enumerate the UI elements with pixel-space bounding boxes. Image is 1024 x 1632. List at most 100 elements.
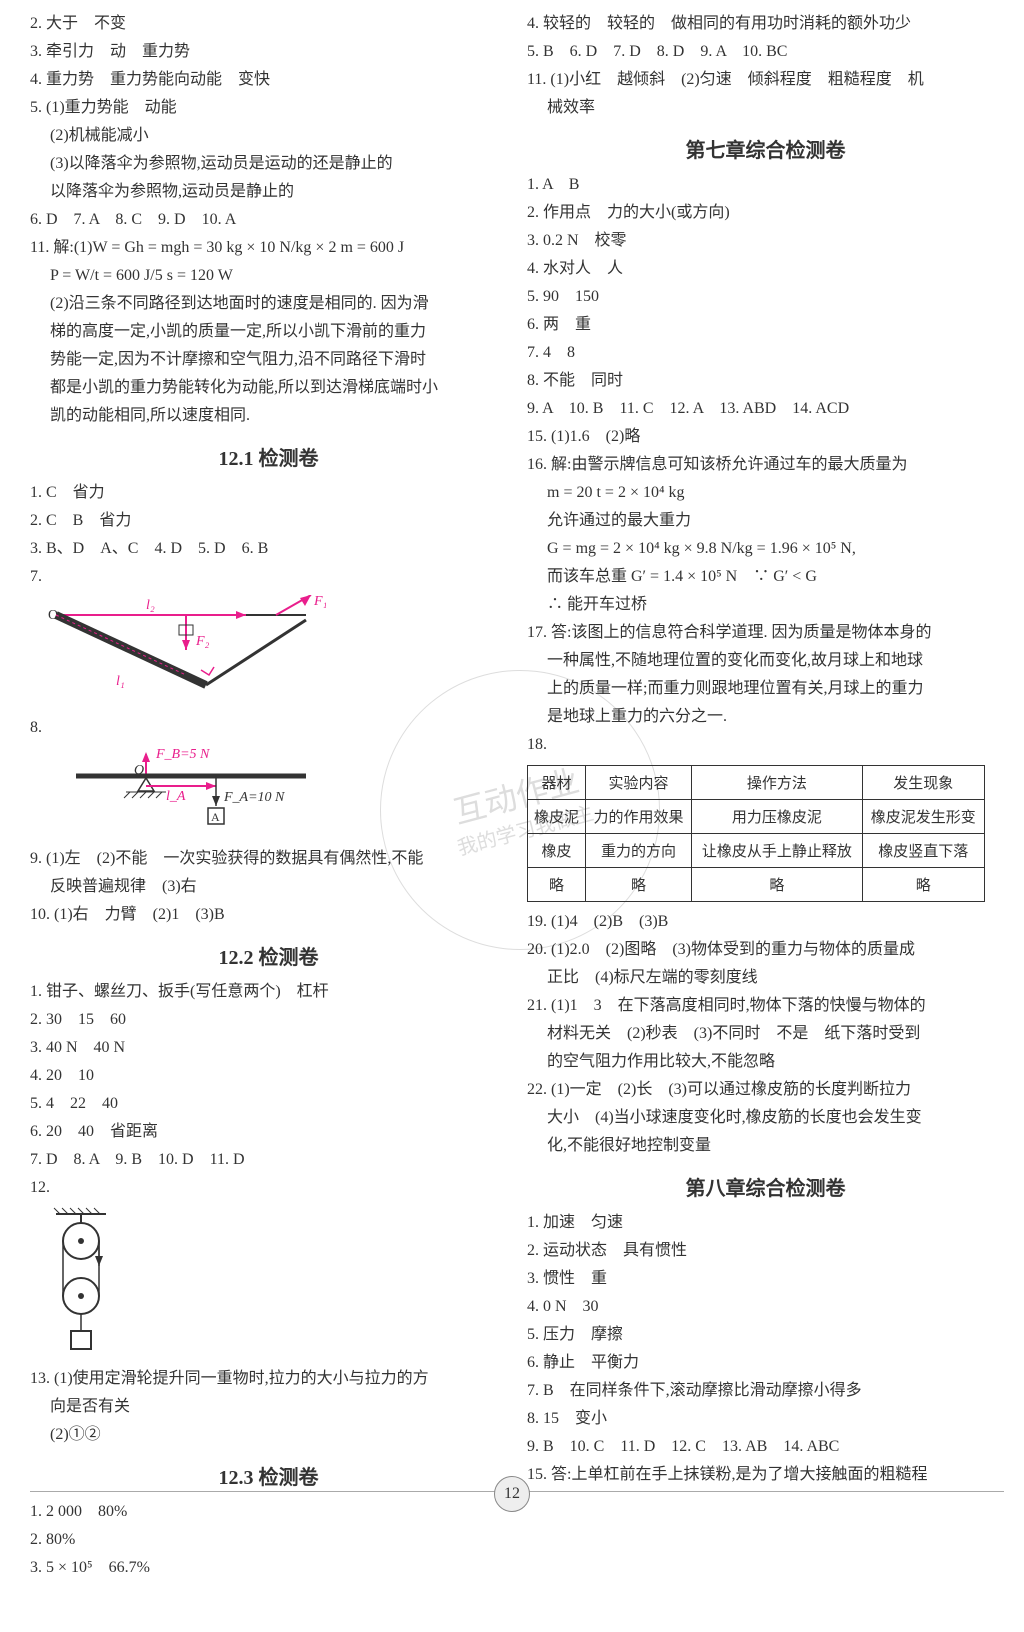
text-line: 7. 4 8: [527, 339, 1004, 367]
text-line: 4. 重力势 重力势能向动能 变快: [30, 66, 507, 94]
text-line: 11. 解:(1)W = Gh = mgh = 30 kg × 10 N/kg …: [30, 234, 507, 262]
text-line: 2. C B 省力: [30, 507, 507, 535]
text-line: 19. (1)4 (2)B (3)B: [527, 908, 1004, 936]
text-line: 17. 答:该图上的信息符合科学道理. 因为质量是物体本身的: [527, 619, 1004, 647]
text-line: 6. 静止 平衡力: [527, 1349, 1004, 1377]
label-FA: F_A=10 N: [223, 790, 285, 805]
table-cell: 略: [692, 868, 863, 902]
right-column: 4. 较轻的 较轻的 做相同的有用功时消耗的额外功少 5. B 6. D 7. …: [527, 10, 1004, 1582]
section-title-12-1: 12.1 检测卷: [30, 442, 507, 471]
table-cell: 重力的方向: [585, 834, 691, 868]
text-line: 3. 40 N 40 N: [30, 1034, 507, 1062]
diagram-12: [46, 1206, 507, 1361]
table-cell: 略: [862, 868, 984, 902]
text-line: 材料无关 (2)秒表 (3)不同时 不是 纸下落时受到: [527, 1020, 1004, 1048]
text-line: 18.: [527, 731, 1004, 759]
text-line: 3. 5 × 10⁵ 66.7%: [30, 1554, 507, 1582]
text-line: 12.: [30, 1174, 507, 1202]
text-line: 6. 两 重: [527, 311, 1004, 339]
label-F2: F₂: [195, 634, 210, 649]
text-line: 4. 较轻的 较轻的 做相同的有用功时消耗的额外功少: [527, 10, 1004, 38]
text-line: 16. 解:由警示牌信息可知该桥允许通过车的最大质量为: [527, 451, 1004, 479]
text-line: (2)①②: [30, 1421, 507, 1449]
text-line: 势能一定,因为不计摩擦和空气阻力,沿不同路径下滑时: [30, 346, 507, 374]
text-line: 是地球上重力的六分之一.: [527, 703, 1004, 731]
text-line: 3. 0.2 N 校零: [527, 227, 1004, 255]
text-line: (3)以降落伞为参照物,运动员是运动的还是静止的: [30, 150, 507, 178]
text-line: 3. B、D A、C 4. D 5. D 6. B: [30, 535, 507, 563]
label-l1: l₁: [116, 674, 125, 689]
text-line: 2. 作用点 力的大小(或方向): [527, 199, 1004, 227]
text-line: 反映普遍规律 (3)右: [30, 873, 507, 901]
text-line: 5. 90 150: [527, 283, 1004, 311]
text-line: P = W/t = 600 J/5 s = 120 W: [30, 262, 507, 290]
table-row: 橡皮 重力的方向 让橡皮从手上静止释放 橡皮竖直下落: [528, 834, 985, 868]
table-18: 器材 实验内容 操作方法 发生现象 橡皮泥 力的作用效果 用力压橡皮泥 橡皮泥发…: [527, 765, 985, 902]
table-cell: 用力压橡皮泥: [692, 800, 863, 834]
table-cell: 让橡皮从手上静止释放: [692, 834, 863, 868]
text-line: 7.: [30, 563, 507, 591]
text-line: 化,不能很好地控制变量: [527, 1132, 1004, 1160]
label-FB: F_B=5 N: [155, 747, 210, 762]
label-l2: l₂: [146, 598, 155, 613]
text-line: 13. (1)使用定滑轮提升同一重物时,拉力的大小与拉力的方: [30, 1365, 507, 1393]
label-O: O: [134, 763, 144, 778]
text-line: 2. 大于 不变: [30, 10, 507, 38]
text-line: 22. (1)一定 (2)长 (3)可以通过橡皮筋的长度判断拉力: [527, 1076, 1004, 1104]
text-line: 11. (1)小红 越倾斜 (2)匀速 倾斜程度 粗糙程度 机: [527, 66, 1004, 94]
text-line: (2)沿三条不同路径到达地面时的速度是相同的. 因为滑: [30, 290, 507, 318]
text-line: 20. (1)2.0 (2)图略 (3)物体受到的重力与物体的质量成: [527, 936, 1004, 964]
table-cell: 橡皮竖直下落: [862, 834, 984, 868]
text-line: 6. D 7. A 8. C 9. D 10. A: [30, 206, 507, 234]
text-line: ∴ 能开车过桥: [527, 591, 1004, 619]
label-lA: l_A: [166, 789, 186, 804]
table-row: 橡皮泥 力的作用效果 用力压橡皮泥 橡皮泥发生形变: [528, 800, 985, 834]
text-line: 9. B 10. C 11. D 12. C 13. AB 14. ABC: [527, 1433, 1004, 1461]
text-line: 正比 (4)标尺左端的零刻度线: [527, 964, 1004, 992]
text-line: 1. 2 000 80%: [30, 1498, 507, 1526]
text-line: 4. 水对人 人: [527, 255, 1004, 283]
text-line: 而该车总重 G′ = 1.4 × 10⁵ N ∵ G′ < G: [527, 563, 1004, 591]
table-row: 略 略 略 略: [528, 868, 985, 902]
text-line: 一种属性,不随地理位置的变化而变化,故月球上和地球: [527, 647, 1004, 675]
text-line: 5. 4 22 40: [30, 1090, 507, 1118]
text-line: 8. 不能 同时: [527, 367, 1004, 395]
text-line: 1. 钳子、螺丝刀、扳手(写任意两个) 杠杆: [30, 978, 507, 1006]
table-header: 器材: [528, 766, 586, 800]
text-line: 的空气阻力作用比较大,不能忽略: [527, 1048, 1004, 1076]
text-line: 上的质量一样;而重力则跟地理位置有关,月球上的重力: [527, 675, 1004, 703]
table-cell: 略: [528, 868, 586, 902]
text-line: 8.: [30, 714, 507, 742]
text-line: 大小 (4)当小球速度变化时,橡皮筋的长度也会发生变: [527, 1104, 1004, 1132]
text-line: 以降落伞为参照物,运动员是静止的: [30, 178, 507, 206]
text-line: 5. 压力 摩擦: [527, 1321, 1004, 1349]
diagram-8: F_B=5 N O l_A F_A=10 N A: [46, 746, 507, 841]
text-line: 7. B 在同样条件下,滚动摩擦比滑动摩擦小得多: [527, 1377, 1004, 1405]
text-line: 1. 加速 匀速: [527, 1209, 1004, 1237]
text-line: 械效率: [527, 94, 1004, 122]
text-line: 梯的高度一定,小凯的质量一定,所以小凯下滑前的重力: [30, 318, 507, 346]
table-header: 实验内容: [585, 766, 691, 800]
text-line: 3. 牵引力 动 重力势: [30, 38, 507, 66]
text-line: 向是否有关: [30, 1393, 507, 1421]
text-line: 1. A B: [527, 171, 1004, 199]
section-title-ch7: 第七章综合检测卷: [527, 134, 1004, 163]
text-line: 9. (1)左 (2)不能 一次实验获得的数据具有偶然性,不能: [30, 845, 507, 873]
table-cell: 橡皮泥发生形变: [862, 800, 984, 834]
text-line: 2. 30 15 60: [30, 1006, 507, 1034]
text-line: (2)机械能减小: [30, 122, 507, 150]
text-line: 5. B 6. D 7. D 8. D 9. A 10. BC: [527, 38, 1004, 66]
text-line: G = mg = 2 × 10⁴ kg × 9.8 N/kg = 1.96 × …: [527, 535, 1004, 563]
label-F1: F₁: [313, 595, 326, 609]
table-cell: 橡皮: [528, 834, 586, 868]
text-line: 15. 答:上单杠前在手上抹镁粉,是为了增大接触面的粗糙程: [527, 1461, 1004, 1489]
text-line: 允许通过的最大重力: [527, 507, 1004, 535]
text-line: 9. A 10. B 11. C 12. A 13. ABD 14. ACD: [527, 395, 1004, 423]
text-line: 4. 20 10: [30, 1062, 507, 1090]
text-line: m = 20 t = 2 × 10⁴ kg: [527, 479, 1004, 507]
table-cell: 略: [585, 868, 691, 902]
text-line: 21. (1)1 3 在下落高度相同时,物体下落的快慢与物体的: [527, 992, 1004, 1020]
text-line: 8. 15 变小: [527, 1405, 1004, 1433]
text-line: 凯的动能相同,所以速度相同.: [30, 402, 507, 430]
text-line: 10. (1)右 力臂 (2)1 (3)B: [30, 901, 507, 929]
